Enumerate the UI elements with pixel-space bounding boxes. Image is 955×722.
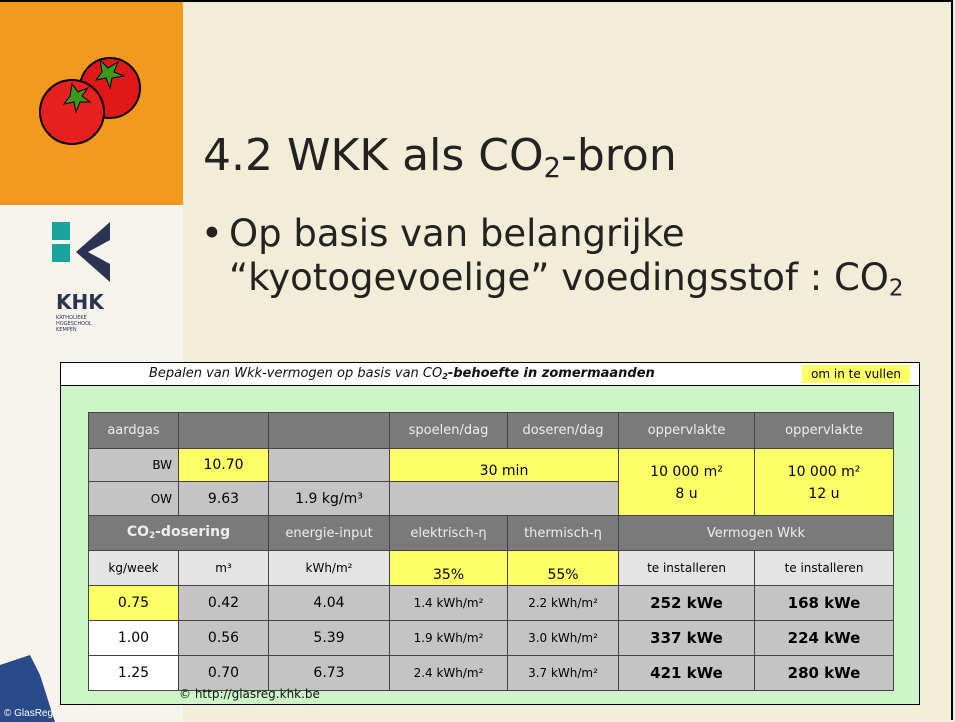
cell: te installeren xyxy=(618,550,755,586)
cell: 0.75 xyxy=(88,585,179,621)
cell: 4.04 xyxy=(268,585,390,621)
cell: 2.2 kWh/m² xyxy=(507,585,619,621)
note: om in te vullen xyxy=(802,365,910,383)
row: BW 10.70 30 min 10 000 m² 10 000 m² xyxy=(88,448,894,482)
cell: oppervlakte xyxy=(618,412,755,449)
title-tail: -bron xyxy=(560,130,677,181)
cell: CO2-dosering xyxy=(88,515,269,551)
cell: 30 min xyxy=(389,448,619,482)
corner-shape xyxy=(0,655,55,722)
row: 1.00 0.56 5.39 1.9 kWh/m² 3.0 kWh/m² 337 kWe 2… xyxy=(88,620,894,656)
caption-text: Bepalen van Wkk-vermogen op basis van CO xyxy=(149,366,443,381)
cell: 1.4 kWh/m² xyxy=(389,585,508,621)
bullet-sub: 2 xyxy=(888,275,904,302)
cell: 10.70 xyxy=(178,448,269,482)
cell-sub: 2 xyxy=(149,531,156,542)
logo-line: KATHOLIEKE xyxy=(56,315,87,321)
cell: kWh/m² xyxy=(268,550,390,586)
cell: BW xyxy=(88,448,179,482)
cell: 8 u xyxy=(618,481,755,516)
caption-tail: -behoefte in zomermaanden xyxy=(447,366,655,381)
cell: te installeren xyxy=(754,550,894,586)
copyright: © GlasReg xyxy=(4,708,54,719)
cell-tail: -dosering xyxy=(155,524,231,541)
cell: 0.70 xyxy=(178,655,269,691)
caption: Bepalen van Wkk-vermogen op basis van CO… xyxy=(149,366,655,381)
tomato-icon xyxy=(39,57,141,145)
cell: kg/week xyxy=(88,550,179,586)
cell: 252 kWe xyxy=(618,585,755,621)
title-sub: 2 xyxy=(543,152,561,184)
cell: m³ xyxy=(178,550,269,586)
logo-line: KEMPEN xyxy=(56,327,77,333)
cell: OW xyxy=(88,481,179,516)
khk-logo xyxy=(52,222,110,282)
cell: 0.42 xyxy=(178,585,269,621)
cell: 3.7 kWh/m² xyxy=(507,655,619,691)
cell: 10 000 m² xyxy=(618,448,755,482)
row: 0.75 0.42 4.04 1.4 kWh/m² 2.2 kWh/m² 252 kWe 1… xyxy=(88,585,894,621)
cell: energie-input xyxy=(268,515,390,551)
logo-subtitle: KATHOLIEKE HOGESCHOOL KEMPEN xyxy=(56,315,92,333)
cell: 337 kWe xyxy=(618,620,755,656)
source: © http://glasreg.khk.be xyxy=(179,687,320,701)
cell: doseren/dag xyxy=(507,412,619,449)
slide-title: 4.2 WKK als CO2-bron xyxy=(203,130,677,184)
caption-bar: Bepalen van Wkk-vermogen op basis van CO… xyxy=(61,363,919,386)
cell: 1.9 kg/m³ xyxy=(268,481,390,516)
cell: aardgas xyxy=(88,412,179,449)
logo-line: HOGESCHOOL xyxy=(56,321,92,327)
bullet-main: Op basis van belangrijke “kyotogevoelige… xyxy=(229,212,889,299)
cell: 0.56 xyxy=(178,620,269,656)
cell: spoelen/dag xyxy=(389,412,508,449)
bullet-dot: • xyxy=(201,212,223,255)
bullet-text: Op basis van belangrijke “kyotogevoelige… xyxy=(203,212,923,311)
caption-sub: 2 xyxy=(442,372,448,381)
cell: oppervlakte xyxy=(754,412,894,449)
table: aardgas spoelen/dag doseren/dag oppervla… xyxy=(88,412,894,691)
cell: 5.39 xyxy=(268,620,390,656)
logo-name: KHK xyxy=(56,290,104,314)
cell: 2.4 kWh/m² xyxy=(389,655,508,691)
cell: 9.63 xyxy=(178,481,269,516)
cell: 1.9 kWh/m² xyxy=(389,620,508,656)
cell: 421 kWe xyxy=(618,655,755,691)
cell: 224 kWe xyxy=(754,620,894,656)
data-rows: 0.75 0.42 4.04 1.4 kWh/m² 2.2 kWh/m² 252 kWe 1… xyxy=(88,585,894,691)
cell: 1.25 xyxy=(88,655,179,691)
title-text: 4.2 WKK als CO xyxy=(203,130,544,181)
cell: 10 000 m² xyxy=(754,448,894,482)
cell-text: CO xyxy=(126,524,150,541)
cell xyxy=(268,412,390,449)
cell: 6.73 xyxy=(268,655,390,691)
row: aardgas spoelen/dag doseren/dag oppervla… xyxy=(88,412,894,449)
cell: Vermogen Wkk xyxy=(618,515,894,551)
cell xyxy=(268,448,390,482)
cell: 280 kWe xyxy=(754,655,894,691)
cell: 168 kWe xyxy=(754,585,894,621)
table-box: Bepalen van Wkk-vermogen op basis van CO… xyxy=(60,362,920,705)
row: 1.25 0.70 6.73 2.4 kWh/m² 3.7 kWh/m² 421 kWe 2… xyxy=(88,655,894,691)
bullet: • Op basis van belangrijke “kyotogevoelig… xyxy=(201,212,923,311)
row: kg/week m³ kWh/m² 35% 55% te installeren… xyxy=(88,550,894,586)
